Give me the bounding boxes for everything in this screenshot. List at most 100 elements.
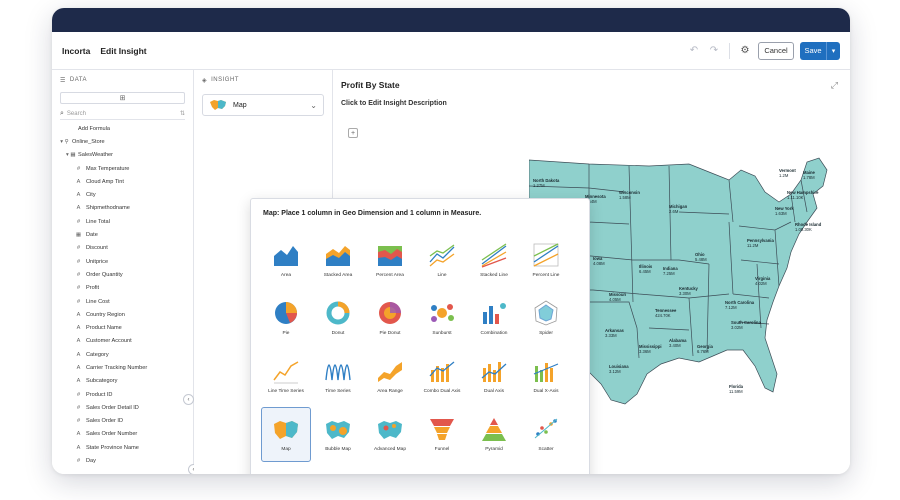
breadcrumb-app[interactable]: Incorta	[62, 45, 91, 56]
viz-type-option[interactable]: Treemap	[261, 465, 311, 474]
viz-type-option[interactable]: Donut	[313, 291, 363, 346]
viz-type-picker: Map: Place 1 column in Geo Dimension and…	[250, 198, 590, 474]
insight-title[interactable]: Profit By State	[341, 80, 400, 90]
pyramid-icon	[482, 418, 506, 441]
viz-type-option[interactable]: Combo Dual Axis	[417, 349, 467, 404]
data-field-item[interactable]: A Carrier Tracking Number	[52, 361, 193, 374]
data-field-item[interactable]: # Product ID	[52, 388, 193, 401]
data-field-label: Sales Order Detail ID	[86, 404, 139, 411]
map-state-value: 7.12M	[725, 305, 737, 310]
viz-type-option[interactable]: Pie Donut	[365, 291, 415, 346]
viz-type-option[interactable]: Organizational	[521, 465, 571, 474]
viz-type-option[interactable]: Stacked Line	[469, 233, 519, 288]
area-chart-icon	[274, 246, 298, 266]
save-button[interactable]: Save	[800, 41, 826, 60]
viz-type-option[interactable]: Line Time Series	[261, 349, 311, 404]
data-field-item[interactable]: A Cloud Amp Tint	[52, 175, 193, 188]
data-field-item[interactable]: ▦ Date	[52, 228, 193, 241]
viz-type-option[interactable]: Time Series	[313, 349, 363, 404]
viz-type-option[interactable]: Line	[417, 233, 467, 288]
data-field-item[interactable]: A Customer Account	[52, 335, 193, 348]
map-state-value: 5.48M	[695, 257, 707, 262]
viz-type-option[interactable]: Percent Line	[521, 233, 571, 288]
viz-type-option[interactable]: Stacked Area	[313, 233, 363, 288]
data-panel-title: DATA	[69, 77, 88, 83]
viz-type-label: Map	[281, 447, 291, 452]
viz-type-option[interactable]: Scatter	[521, 407, 571, 462]
data-field-label: City	[86, 192, 96, 199]
map-state-label: Ohio	[695, 252, 705, 257]
viz-type-option[interactable]: Combination	[469, 291, 519, 346]
insight-description[interactable]: Click to Edit Insight Description	[341, 100, 447, 107]
map-land	[529, 157, 828, 405]
map-state-label: Arkansas	[605, 328, 625, 333]
undo-icon[interactable]: ↶	[689, 45, 699, 56]
search-input[interactable]: ⌕ Search ⇅	[60, 108, 185, 120]
map-state-label: South Carolina	[731, 320, 761, 325]
data-field-item[interactable]: A Category	[52, 348, 193, 361]
data-field-item[interactable]: A Shipmethodname	[52, 202, 193, 215]
viz-type-option[interactable]: Advanced Map	[365, 407, 415, 462]
data-field-item[interactable]: A State Province Name	[52, 441, 193, 454]
map-state-value: 1.11.10K	[787, 195, 804, 200]
viz-type-option[interactable]: Sunburst	[417, 291, 467, 346]
viz-type-option[interactable]: Pie	[261, 291, 311, 346]
data-field-item[interactable]: A Sales Order Number	[52, 428, 193, 441]
redo-icon[interactable]: ↷	[709, 45, 719, 56]
data-field-item[interactable]: # Sales Order ID	[52, 415, 193, 428]
viz-type-select[interactable]: Map ⌄	[202, 94, 324, 116]
data-field-item[interactable]: # Unitprice	[52, 255, 193, 268]
save-options-chevron-down-icon[interactable]: ▾	[826, 41, 840, 60]
map-state-value: 2.6M	[669, 209, 679, 214]
data-field-item[interactable]: # Sales Order Detail ID	[52, 401, 193, 414]
viz-type-option[interactable]: Dual X-Axis	[521, 349, 571, 404]
viz-type-option[interactable]: Map	[261, 407, 311, 462]
viz-type-option[interactable]: Percent Area	[365, 233, 415, 288]
expand-icon[interactable]: ⤢	[830, 80, 838, 90]
viz-type-option[interactable]: Heatmap	[313, 465, 363, 474]
viz-type-option[interactable]: Spider	[521, 291, 571, 346]
field-type-icon: ▾ ⚲	[60, 138, 69, 145]
data-field-item[interactable]: # Max Temperature	[52, 162, 193, 175]
map-state-label: Indiana	[663, 266, 678, 271]
viz-type-option[interactable]: Funnel	[417, 407, 467, 462]
data-field-item[interactable]: Add Formula	[52, 122, 193, 135]
viz-type-option[interactable]: Tag Cloud	[365, 465, 415, 474]
data-field-item[interactable]: ▾ ▦ SalesWeather	[52, 149, 193, 162]
data-field-item[interactable]: # Line Total	[52, 215, 193, 228]
data-field-item[interactable]: # Line Cost	[52, 295, 193, 308]
data-field-item[interactable]: A Country Region	[52, 308, 193, 321]
viz-type-option[interactable]: Area	[261, 233, 311, 288]
viz-type-option[interactable]: Area Range	[365, 349, 415, 404]
data-field-item[interactable]: # Order Quantity	[52, 268, 193, 281]
data-field-label: Day	[86, 458, 96, 465]
viz-type-option[interactable]: Bubble	[417, 465, 467, 474]
scatter-icon	[534, 418, 558, 439]
data-field-item[interactable]: # Profit	[52, 282, 193, 295]
cancel-button[interactable]: Cancel	[758, 41, 794, 60]
data-field-item[interactable]: A Subcategory	[52, 375, 193, 388]
gear-icon[interactable]: ⚙	[740, 45, 750, 56]
viz-type-option[interactable]: Bubble Map	[313, 407, 363, 462]
viz-type-option[interactable]: Dual Axis	[469, 349, 519, 404]
map-state-value: 1.00.30K	[795, 227, 812, 232]
data-field-item[interactable]: ▾ ⚲ Online_Store	[52, 135, 193, 148]
collapse-insight-panel-chevron-icon[interactable]: ‹	[183, 394, 194, 405]
map-state-label: Wisconsin	[619, 190, 640, 195]
sort-icon[interactable]: ⇅	[179, 111, 185, 117]
field-type-icon: #	[76, 404, 81, 411]
viz-type-option[interactable]: Packed Bubble	[469, 465, 519, 474]
data-field-item[interactable]: A Product Name	[52, 321, 193, 334]
map-state-value: 1.27M	[533, 183, 545, 188]
data-view-toggle[interactable]: ⊞	[60, 92, 185, 104]
data-field-item[interactable]: A City	[52, 188, 193, 201]
data-field-item[interactable]: # Discount	[52, 242, 193, 255]
data-field-item[interactable]: # Day	[52, 454, 193, 467]
map-state-value: 3.40M	[669, 343, 681, 348]
field-type-icon: A	[76, 178, 81, 185]
viz-type-option[interactable]: Pyramid	[469, 407, 519, 462]
add-icon[interactable]: +	[348, 128, 358, 138]
field-type-icon: A	[76, 378, 81, 385]
map-state-value: 3.30M	[679, 291, 691, 296]
map-state-value: 3.12M	[609, 369, 621, 374]
